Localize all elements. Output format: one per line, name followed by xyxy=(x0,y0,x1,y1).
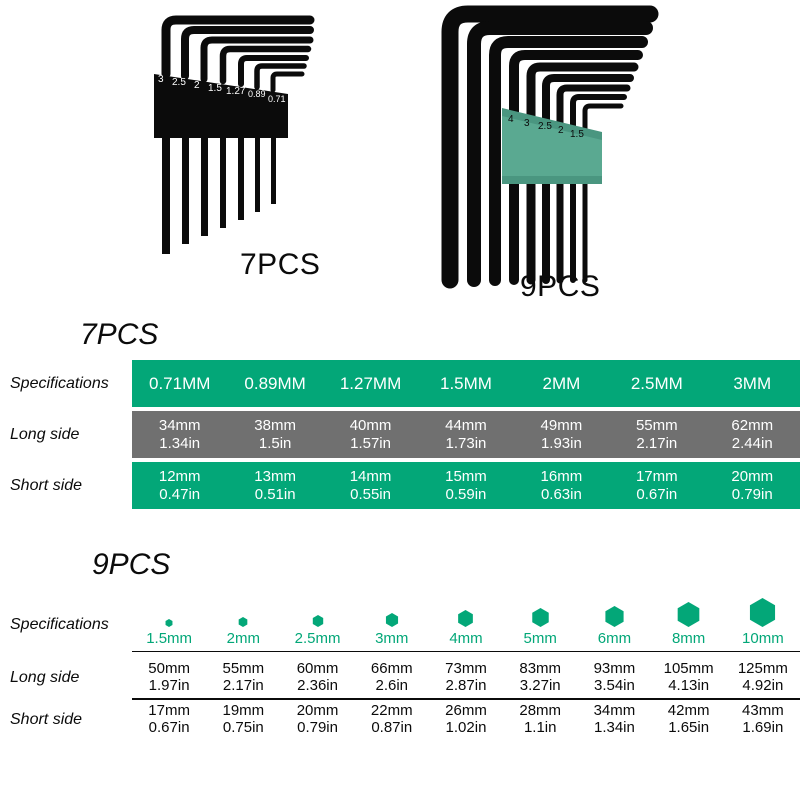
row-label-short: Short side xyxy=(0,477,132,495)
table-row: Specifications 0.71MM0.89MM1.27MM1.5MM2M… xyxy=(0,360,800,407)
measure-cell: 49mm1.93in xyxy=(514,417,609,452)
spec-cell: 3MM xyxy=(705,374,800,394)
hex-icon xyxy=(676,602,701,627)
spec-cell: 2.5mm xyxy=(280,615,354,653)
svg-text:4: 4 xyxy=(508,114,514,125)
measure-cell: 19mm0.75in xyxy=(206,703,280,737)
spec-cell: 1.5MM xyxy=(418,374,513,394)
row-label-spec: Specifications xyxy=(0,375,132,393)
hex-icon xyxy=(385,613,399,627)
section-title-7pcs: 7PCS xyxy=(80,318,158,352)
measure-cell: 20mm0.79in xyxy=(705,468,800,503)
hex-icon xyxy=(604,606,625,627)
measure-cell: 34mm1.34in xyxy=(577,703,651,737)
measure-cell: 20mm0.79in xyxy=(280,703,354,737)
spec-cell: 2MM xyxy=(514,374,609,394)
hex-key-set-7-icon: 3 2.5 2 1.5 1.27 0.89 0.71 xyxy=(140,0,360,260)
measure-cell: 83mm3.27in xyxy=(503,661,577,695)
product-9pcs: 4 3 2.5 2 1.5 xyxy=(430,0,690,300)
hex-icon xyxy=(748,598,777,627)
measure-cell: 42mm1.65in xyxy=(652,703,726,737)
product-images: 3 2.5 2 1.5 1.27 0.89 0.71 xyxy=(0,0,800,300)
measure-cell: 13mm0.51in xyxy=(227,468,322,503)
hex-icon xyxy=(165,619,173,627)
row-label-long: Long side xyxy=(0,669,132,687)
measure-cell: 16mm0.63in xyxy=(514,468,609,503)
spec-cell: 0.89MM xyxy=(227,374,322,394)
table-9pcs: Specifications 1.5mm2mm2.5mm3mm4mm5mm6mm… xyxy=(0,592,800,740)
measure-cell: 38mm1.5in xyxy=(227,417,322,452)
table-row: Long side 34mm1.34in38mm1.5in40mm1.57in4… xyxy=(0,411,800,458)
row-label-short: Short side xyxy=(0,711,132,729)
hex-icon xyxy=(457,610,474,627)
spec-cell: 2mm xyxy=(206,617,280,653)
table-row: Short side 12mm0.47in13mm0.51in14mm0.55i… xyxy=(0,462,800,509)
measure-cell: 66mm2.6in xyxy=(355,661,429,695)
svg-text:2.5: 2.5 xyxy=(538,121,552,132)
measure-cell: 43mm1.69in xyxy=(726,703,800,737)
hex-icon xyxy=(531,608,550,627)
measure-cell: 22mm0.87in xyxy=(355,703,429,737)
svg-text:0.71: 0.71 xyxy=(268,94,286,104)
label-7pcs: 7PCS xyxy=(240,248,320,282)
measure-cell: 62mm2.44in xyxy=(705,417,800,452)
svg-text:3: 3 xyxy=(158,74,164,85)
measure-cell: 14mm0.55in xyxy=(323,468,418,503)
hex-icon xyxy=(312,615,324,627)
hex-key-set-9-icon: 4 3 2.5 2 1.5 xyxy=(430,0,690,300)
table-row: Short side 17mm0.67in19mm0.75in20mm0.79i… xyxy=(0,700,800,740)
measure-cell: 125mm4.92in xyxy=(726,661,800,695)
svg-text:3: 3 xyxy=(524,118,530,129)
svg-text:1.5: 1.5 xyxy=(208,83,222,94)
svg-text:2: 2 xyxy=(558,125,564,136)
measure-cell: 44mm1.73in xyxy=(418,417,513,452)
spec-cell: 5mm xyxy=(503,608,577,653)
measure-cell: 93mm3.54in xyxy=(577,661,651,695)
measure-cell: 17mm0.67in xyxy=(132,703,206,737)
measure-cell: 34mm1.34in xyxy=(132,417,227,452)
measure-cell: 28mm1.1in xyxy=(503,703,577,737)
spec-cell: 2.5MM xyxy=(609,374,704,394)
measure-cell: 73mm2.87in xyxy=(429,661,503,695)
spec-cell: 8mm xyxy=(652,602,726,653)
section-title-9pcs: 9PCS xyxy=(92,548,170,582)
spec-cell: 0.71MM xyxy=(132,374,227,394)
table-7pcs: Specifications 0.71MM0.89MM1.27MM1.5MM2M… xyxy=(0,360,800,509)
spec-cell: 10mm xyxy=(726,598,800,653)
measure-cell: 12mm0.47in xyxy=(132,468,227,503)
svg-text:1.5: 1.5 xyxy=(570,129,584,140)
measure-cell: 105mm4.13in xyxy=(652,661,726,695)
measure-cell: 17mm0.67in xyxy=(609,468,704,503)
svg-text:1.27: 1.27 xyxy=(226,86,246,97)
svg-text:2: 2 xyxy=(194,80,200,91)
measure-cell: 50mm1.97in xyxy=(132,661,206,695)
svg-text:0.89: 0.89 xyxy=(248,89,266,99)
spec-cell: 4mm xyxy=(429,610,503,653)
measure-cell: 15mm0.59in xyxy=(418,468,513,503)
spec-cell: 1.5mm xyxy=(132,619,206,653)
spec-cell: 6mm xyxy=(577,606,651,653)
spec-cell: 1.27MM xyxy=(323,374,418,394)
measure-cell: 40mm1.57in xyxy=(323,417,418,452)
measure-cell: 26mm1.02in xyxy=(429,703,503,737)
row-label-long: Long side xyxy=(0,426,132,444)
label-9pcs: 9PCS xyxy=(520,270,600,304)
row-label-spec: Specifications xyxy=(0,616,132,634)
measure-cell: 60mm2.36in xyxy=(280,661,354,695)
table-row: Long side 50mm1.97in55mm2.17in60mm2.36in… xyxy=(0,658,800,698)
table-row: Specifications 1.5mm2mm2.5mm3mm4mm5mm6mm… xyxy=(0,592,800,658)
spec-cell: 3mm xyxy=(355,613,429,653)
svg-text:2.5: 2.5 xyxy=(172,77,186,88)
measure-cell: 55mm2.17in xyxy=(609,417,704,452)
hex-icon xyxy=(238,617,248,627)
measure-cell: 55mm2.17in xyxy=(206,661,280,695)
product-7pcs: 3 2.5 2 1.5 1.27 0.89 0.71 xyxy=(140,0,380,260)
